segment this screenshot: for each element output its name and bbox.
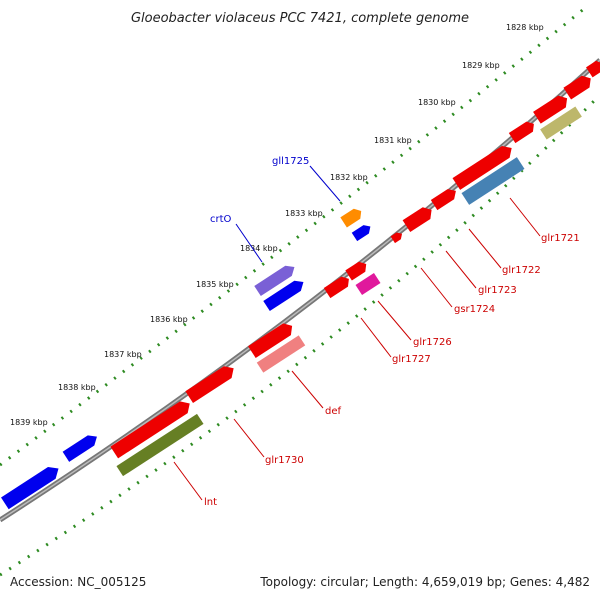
kbp-label-1834: 1834 kbp: [240, 244, 278, 253]
gene-feature-gsr1724[interactable]: [390, 230, 405, 244]
def-leader-line: [291, 370, 324, 409]
gene-feature-glr1722[interactable]: [430, 186, 459, 211]
accession-text: Accession: NC_005125: [10, 575, 146, 589]
gene-feature-glr1730[interactable]: [110, 398, 193, 459]
glr1721-leader-line: [509, 197, 541, 237]
kbp-ruler: 1828 kbp 1829 kbp 1830 kbp 1831 kbp 1832…: [10, 23, 544, 427]
reverse-strand-genes: [110, 59, 600, 477]
gene-feature-reverse[interactable]: [586, 59, 600, 78]
glr1722-leader-line: [468, 228, 502, 269]
crtO-leader-line: [235, 223, 263, 263]
gene-labels: gll1725 crtO glr1721 glr1722 glr1723 gsr…: [204, 156, 580, 508]
gene-label-glr1730[interactable]: glr1730: [265, 455, 304, 466]
gene-feature-crtO[interactable]: [254, 262, 297, 297]
kbp-label-1832: 1832 kbp: [330, 173, 368, 182]
kbp-label-1828: 1828 kbp: [506, 23, 544, 32]
gene-feature-def[interactable]: [256, 335, 306, 373]
reverse-label-lines: [173, 197, 541, 501]
lnt-leader-line: [173, 461, 203, 501]
gene-feature-forward[interactable]: [351, 222, 373, 242]
gene-label-glr1727[interactable]: glr1727: [392, 354, 431, 365]
gene-feature-glr1723[interactable]: [402, 204, 436, 233]
glr1723-leader-line: [445, 250, 477, 289]
kbp-label-1829: 1829 kbp: [462, 61, 500, 70]
gene-feature-gll1725[interactable]: [340, 206, 364, 228]
kbp-label-1838: 1838 kbp: [58, 383, 96, 392]
gene-label-lnt[interactable]: lnt: [204, 497, 217, 508]
forward-label-lines: [235, 165, 341, 263]
gene-label-glr1723[interactable]: glr1723: [478, 285, 517, 296]
inner-tick-arc: [0, 93, 600, 577]
kbp-label-1831: 1831 kbp: [374, 136, 412, 145]
glr1730-leader-line: [233, 418, 265, 458]
kbp-label-1836: 1836 kbp: [150, 315, 188, 324]
glr1726-leader-line: [377, 300, 412, 341]
gene-label-gll1725[interactable]: gll1725: [272, 156, 309, 167]
gene-feature-reverse[interactable]: [185, 362, 237, 404]
gll1725-leader-line: [309, 165, 341, 202]
gene-feature-forward[interactable]: [263, 277, 306, 312]
gene-label-gsr1724[interactable]: gsr1724: [454, 304, 495, 315]
gene-feature-forward[interactable]: [62, 432, 101, 462]
kbp-label-1830: 1830 kbp: [418, 98, 456, 107]
forward-strand-genes: [1, 206, 373, 510]
gene-feature-glr1726[interactable]: [355, 272, 381, 296]
gene-feature-glr1721[interactable]: [461, 157, 525, 205]
gsr1724-leader-line: [420, 267, 453, 308]
gene-feature-reverse[interactable]: [508, 119, 537, 144]
gene-label-glr1726[interactable]: glr1726: [413, 337, 452, 348]
kbp-label-1833: 1833 kbp: [285, 209, 323, 218]
kbp-label-1835: 1835 kbp: [196, 280, 234, 289]
gene-feature-lnt[interactable]: [116, 413, 204, 477]
gene-feature-reverse[interactable]: [540, 106, 582, 140]
outer-tick-arc: [0, 6, 586, 467]
gene-label-def[interactable]: def: [325, 406, 342, 417]
map-title: Gloeobacter violaceus PCC 7421, complete…: [131, 11, 469, 26]
kbp-label-1837: 1837 kbp: [104, 350, 142, 359]
gene-label-glr1722[interactable]: glr1722: [502, 265, 541, 276]
gene-feature-reverse[interactable]: [248, 320, 296, 358]
gene-feature-glr1727[interactable]: [345, 259, 369, 281]
genome-summary-text: Topology: circular; Length: 4,659,019 bp…: [259, 575, 590, 589]
gene-feature-forward[interactable]: [1, 463, 62, 510]
gene-feature-reverse[interactable]: [563, 73, 594, 100]
gene-feature-reverse[interactable]: [452, 142, 516, 190]
gene-feature-reverse[interactable]: [323, 274, 352, 299]
gene-feature-reverse[interactable]: [533, 92, 571, 124]
kbp-label-1839: 1839 kbp: [10, 418, 48, 427]
gene-label-crtO[interactable]: crtO: [210, 214, 232, 225]
gene-label-glr1721[interactable]: glr1721: [541, 233, 580, 244]
glr1727-leader-line: [360, 317, 392, 358]
